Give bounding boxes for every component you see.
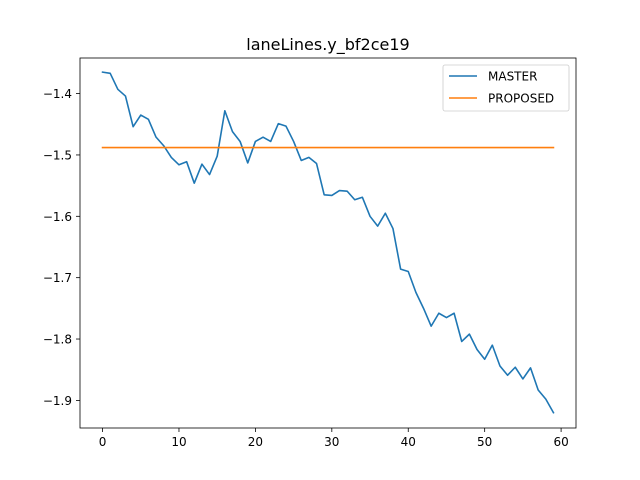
x-tick-label: 0 bbox=[99, 435, 107, 449]
x-tick-label: 50 bbox=[477, 435, 492, 449]
legend-label-proposed: PROPOSED bbox=[488, 92, 554, 106]
y-tick-label: −1.7 bbox=[43, 271, 72, 285]
y-tick-label: −1.5 bbox=[43, 148, 72, 162]
y-tick-label: −1.4 bbox=[43, 87, 72, 101]
x-tick-label: 30 bbox=[324, 435, 339, 449]
axes-frame bbox=[79, 57, 577, 429]
chart-title: laneLines.y_bf2ce19 bbox=[246, 35, 409, 55]
x-tick-label: 10 bbox=[171, 435, 186, 449]
legend-label-master: MASTER bbox=[488, 70, 537, 84]
y-tick-label: −1.8 bbox=[43, 333, 72, 347]
series-layer bbox=[101, 71, 555, 414]
plot-area bbox=[80, 58, 576, 428]
y-tick-label: −1.6 bbox=[43, 210, 72, 224]
tick-layer: 0 10 20 30 40 50 60 −1.9 −1.8 −1.7 −1.6 −1.5 −1.4 bbox=[43, 87, 569, 449]
x-tick-label: 20 bbox=[248, 435, 263, 449]
x-tick-label: 60 bbox=[553, 435, 568, 449]
y-tick-label: −1.9 bbox=[43, 394, 72, 408]
x-tick-label: 40 bbox=[401, 435, 416, 449]
legend: MASTER PROPOSED bbox=[442, 64, 570, 112]
series-line-master bbox=[101, 71, 555, 414]
